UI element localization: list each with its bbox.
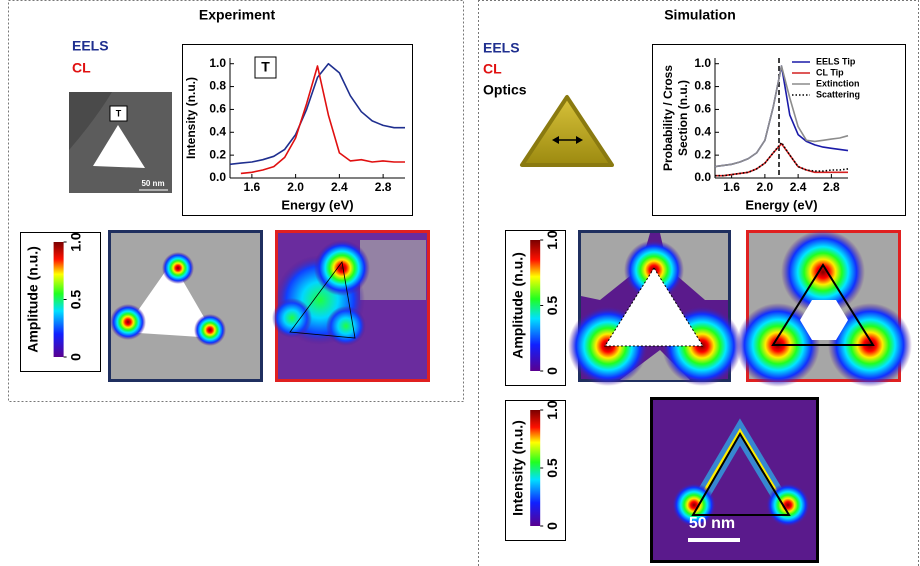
y-tick-label: 0.4 [209, 124, 226, 138]
y-tick-label: 0.2 [209, 147, 226, 161]
legend-label: EELS [483, 40, 520, 56]
legend-label: EELS [72, 38, 109, 54]
colorbar-tick-label: 0 [544, 367, 560, 375]
x-tick-label: 1.6 [723, 180, 740, 194]
panel-title: Simulation [664, 7, 736, 23]
x-tick-label: 2.0 [757, 180, 774, 194]
tem-label: T [116, 108, 122, 118]
colorbar-tick-label: 0 [67, 353, 83, 361]
series-line [229, 62, 405, 166]
series-line [715, 141, 849, 177]
x-tick-label: 2.8 [375, 180, 392, 194]
y-tick-label: 0.6 [694, 102, 711, 116]
legend-label: EELS Tip [816, 56, 856, 66]
annotation-box [254, 56, 277, 79]
y-tick-label: 0.6 [209, 102, 226, 116]
colorbar-tick-label: 1.0 [544, 400, 560, 420]
eels-map [108, 230, 263, 382]
sim-optics-map: 50 nm [650, 397, 819, 563]
y-tick-label: 0.2 [694, 147, 711, 161]
legend-label: CL [483, 61, 502, 77]
x-axis-label: Energy (eV) [281, 197, 353, 212]
x-axis-label: Energy (eV) [745, 197, 817, 212]
colorbar-label: Amplitude (n.u.) [510, 252, 526, 359]
y-tick-label: 0.0 [694, 170, 711, 184]
colorbar-tick-label: 0.5 [67, 290, 83, 310]
colorbar [530, 240, 541, 371]
colorbar-label: Amplitude (n.u.) [25, 246, 41, 353]
y-tick-label: 0.0 [209, 170, 226, 184]
sim-cl-map [736, 230, 912, 387]
colorbar-tick-label: 1.0 [544, 230, 560, 250]
y-tick-label: 1.0 [209, 56, 226, 70]
x-tick-label: 2.4 [790, 180, 807, 194]
sim-eels-map [568, 230, 742, 386]
cl-map [272, 230, 430, 382]
y-tick-label: 0.8 [209, 79, 226, 93]
legend-label: CL [72, 60, 91, 76]
series-line [240, 65, 405, 175]
colorbar-tick-label: 1.0 [67, 232, 83, 252]
legend-label: Optics [483, 82, 527, 98]
legend-label: Extinction [816, 78, 860, 88]
colorbar-tick-label: 0.5 [544, 296, 560, 316]
colorbar [530, 410, 541, 526]
legend-label: Scattering [816, 89, 860, 99]
x-tick-label: 2.8 [823, 180, 840, 194]
colorbar-tick-label: 0 [544, 522, 560, 530]
y-axis-label: Intensity (n.u.) [184, 77, 198, 159]
tem-image: T 50 nm [69, 92, 172, 193]
particle-icon [520, 95, 614, 167]
legend-label: CL Tip [816, 67, 844, 77]
scale-label: 50 nm [141, 179, 164, 188]
series-line [714, 65, 849, 168]
y-tick-label: 0.4 [694, 124, 711, 138]
x-tick-label: 2.0 [287, 180, 304, 194]
panel-title: Experiment [199, 7, 276, 23]
x-tick-label: 2.4 [331, 180, 348, 194]
colorbar-tick-label: 0.5 [544, 458, 560, 478]
y-axis-label: Section (n.u.) [676, 80, 690, 156]
y-axis-label: Probability / Cross [661, 65, 675, 171]
annotation: T [261, 59, 270, 75]
x-tick-label: 1.6 [244, 180, 261, 194]
colorbar-label: Intensity (n.u.) [510, 420, 526, 516]
y-tick-label: 1.0 [694, 56, 711, 70]
y-tick-label: 0.8 [694, 79, 711, 93]
colorbar [53, 242, 64, 357]
scale-label: 50 nm [689, 515, 735, 532]
